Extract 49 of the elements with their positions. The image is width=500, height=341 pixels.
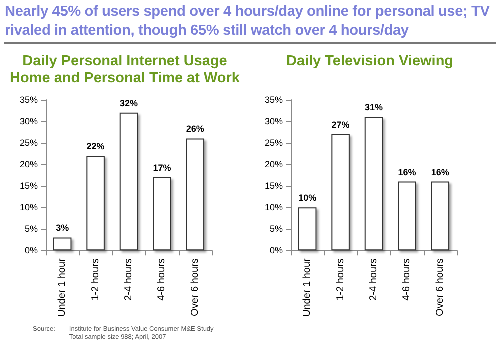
y-tick-label: 35% — [20, 95, 38, 105]
y-tick-label: 30% — [264, 116, 283, 127]
data-label: 22% — [86, 141, 105, 152]
x-tick-label: 4-6 hours — [156, 258, 168, 301]
y-tick-label: 30% — [20, 116, 38, 127]
bar — [364, 117, 384, 251]
x-tick-label: Under 1 hour — [57, 258, 68, 318]
y-tick-label: 0% — [24, 246, 38, 256]
data-label: 16% — [398, 167, 416, 178]
data-label: 3% — [56, 223, 70, 234]
y-tick-label: 25% — [20, 138, 38, 148]
y-tick-label: 5% — [270, 224, 283, 234]
chart-title: Daily Personal Internet Usage Home and Personal Time at Work — [10, 54, 241, 86]
y-tick-label: 5% — [24, 224, 38, 234]
data-label: 27% — [332, 120, 350, 130]
y-tick-label: 10% — [264, 202, 283, 213]
bar — [332, 134, 350, 251]
bar — [431, 182, 450, 251]
x-tick-label: 2-4 hours — [124, 258, 134, 301]
bar — [398, 182, 416, 251]
y-tick-label: 25% — [264, 138, 283, 148]
y-tick-label: 35% — [264, 95, 283, 105]
x-tick-label: 2-4 hours — [368, 258, 380, 301]
y-tick-label: 15% — [264, 181, 283, 192]
x-tick-label: Over 6 hours — [190, 258, 201, 316]
data-label: 10% — [298, 193, 317, 204]
bar — [53, 238, 72, 251]
bar — [153, 177, 172, 251]
chart-title: Daily Television Viewing — [286, 54, 454, 70]
text: Nearly 45% of users spend over 4 hours/day online for personal use; TV rivaled in attention, though 65% still watch over 4 hours/day — [5, 3, 491, 41]
x-tick-label: 1-2 hours — [335, 258, 346, 301]
y-tick-label: 0% — [270, 246, 283, 256]
data-label: 32% — [120, 98, 138, 108]
y-tick-label: 10% — [20, 202, 38, 213]
bar — [120, 112, 138, 251]
x-tick-label: Under 1 hour — [302, 258, 314, 318]
bar — [298, 208, 317, 251]
data-label: 16% — [431, 167, 450, 178]
bar — [186, 138, 205, 251]
y-tick-label: 20% — [20, 160, 38, 170]
bar — [86, 156, 105, 251]
y-tick-label: 20% — [264, 160, 283, 170]
data-label: 17% — [153, 162, 172, 173]
data-label: 31% — [364, 102, 384, 113]
x-tick-label: 4-6 hours — [402, 258, 413, 301]
y-tick-label: 15% — [20, 181, 38, 192]
x-tick-label: Over 6 hours — [434, 258, 446, 316]
x-tick-label: 1-2 hours — [90, 258, 102, 301]
data-label: 26% — [186, 124, 204, 134]
